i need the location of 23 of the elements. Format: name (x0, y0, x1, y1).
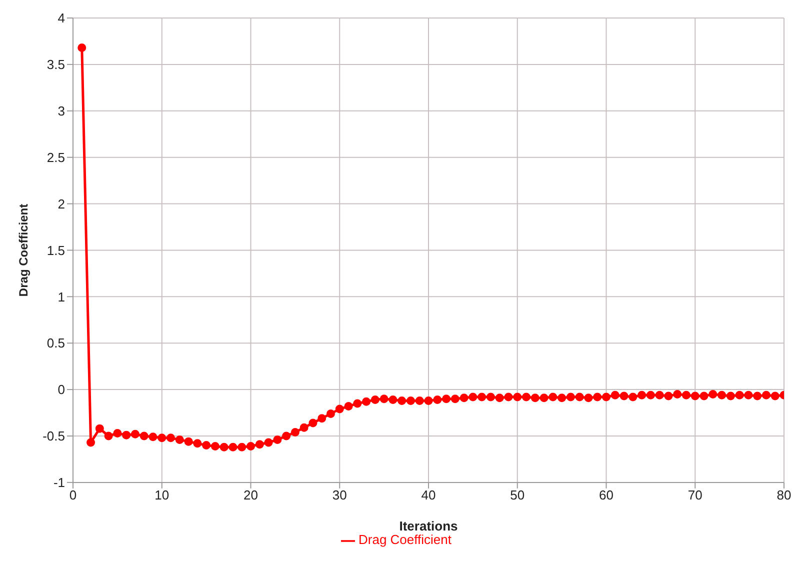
x-tick-label: 50 (510, 488, 525, 503)
y-tick-label: 1.5 (46, 242, 65, 258)
y-tick-label: 4 (58, 10, 65, 26)
y-tick-label: 3 (58, 104, 65, 118)
x-tick-label: 30 (332, 488, 347, 503)
y-tick-label: 2 (58, 196, 65, 212)
x-tick-label: 40 (421, 488, 436, 503)
y-tick-label: 3.5 (46, 57, 65, 72)
x-tick-label: 10 (154, 488, 170, 503)
y-tick-label: 1 (58, 289, 65, 304)
y-tick-label: 0 (58, 382, 65, 398)
y-tick-label: -1 (53, 475, 65, 490)
x-tick-label: 60 (599, 488, 614, 503)
y-tick-label: 0.5 (46, 336, 65, 351)
x-tick-label: 80 (776, 488, 792, 503)
x-tick-label: 20 (244, 488, 258, 503)
y-axis-title: Drag Coefficient (16, 204, 30, 297)
x-tick-label: 70 (688, 488, 702, 503)
x-axis-title: Iterations (399, 518, 458, 534)
x-tick-label: 0 (69, 488, 77, 503)
legend-label: Drag Coefficient (358, 532, 452, 548)
y-tick-label: -0.5 (42, 428, 65, 444)
y-tick-label: 2.5 (46, 150, 65, 165)
